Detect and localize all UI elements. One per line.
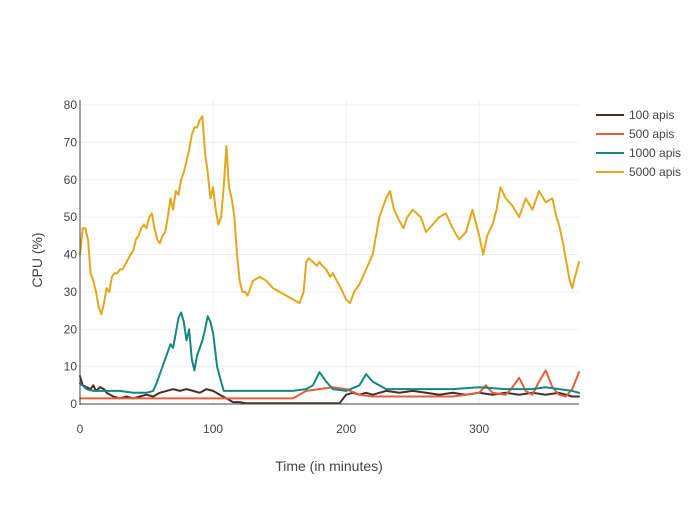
y-tick-label: 40 [64,248,78,262]
y-tick-label: 50 [64,210,78,224]
y-tick-label: 30 [64,285,78,299]
x-axis-title: Time (in minutes) [275,458,383,474]
y-tick-label: 20 [64,322,78,336]
legend[interactable]: 100 apis 500 apis 1000 apis 5000 apis [596,108,681,179]
legend-label: 500 apis [629,127,674,141]
legend-label: 100 apis [629,108,674,122]
tick-labels: 0 10 20 30 40 50 60 70 80 0 100 200 300 [64,98,490,436]
series-line-500-apis [79,369,580,400]
legend-label: 5000 apis [629,165,681,179]
legend-item[interactable]: 100 apis [596,108,674,122]
y-tick-label: 70 [64,135,78,149]
axes [79,100,579,405]
x-tick-label: 0 [77,422,84,436]
legend-item[interactable]: 5000 apis [596,165,681,179]
legend-label: 1000 apis [629,146,681,160]
y-tick-label: 60 [64,173,78,187]
x-tick-label: 200 [336,422,356,436]
y-tick-label: 10 [64,360,78,374]
gridlines [80,100,579,405]
y-tick-label: 0 [70,397,77,411]
series-line-1000-apis [79,311,580,394]
x-tick-label: 100 [203,422,223,436]
legend-item[interactable]: 500 apis [596,127,674,141]
series-line-5000-apis [79,115,580,316]
x-tick-label: 300 [469,422,489,436]
series-lines [79,115,580,405]
y-tick-label: 80 [64,98,78,112]
y-axis-title: CPU (%) [29,232,45,287]
legend-item[interactable]: 1000 apis [596,146,681,160]
